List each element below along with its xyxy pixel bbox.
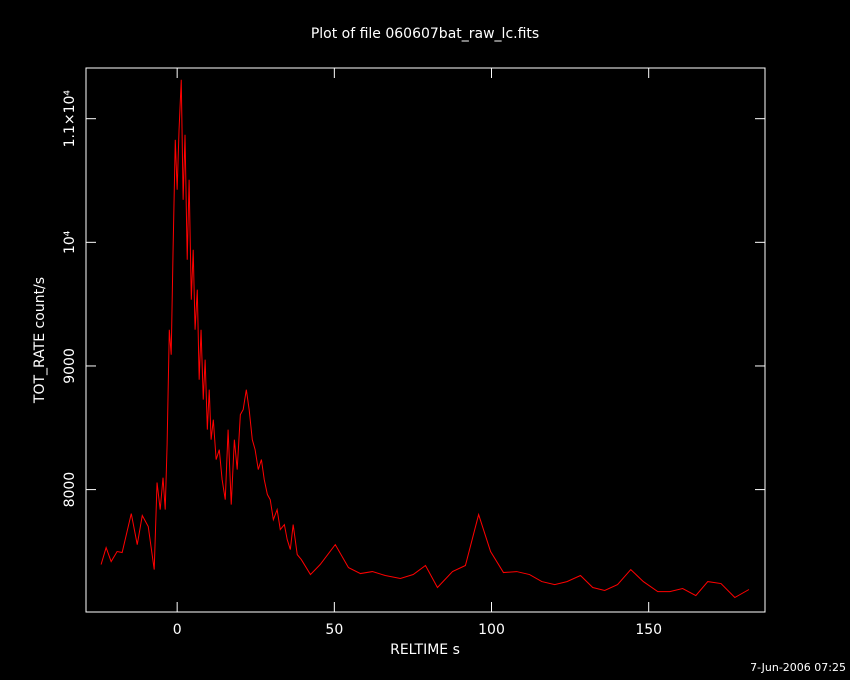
x-tick-label: 0: [173, 622, 182, 638]
x-tick-label: 100: [478, 622, 505, 638]
y-tick-label: 10⁴: [62, 230, 78, 254]
plot-frame: [85, 67, 766, 613]
x-tick-label: 150: [635, 622, 662, 638]
y-axis-label: TOT_RATE count/s: [32, 277, 48, 404]
y-tick-label: 8000: [62, 472, 78, 508]
y-tick-label: 9000: [62, 348, 78, 384]
data-line: [100, 79, 750, 599]
footer-date: 7-Jun-2006 07:25: [750, 661, 846, 674]
x-tick-label: 50: [325, 622, 343, 638]
y-tick-label: 1.1×10⁴: [62, 90, 78, 148]
chart-title: Plot of file 060607bat_raw_lc.fits: [311, 26, 539, 42]
x-axis-label: RELTIME s: [390, 642, 460, 658]
